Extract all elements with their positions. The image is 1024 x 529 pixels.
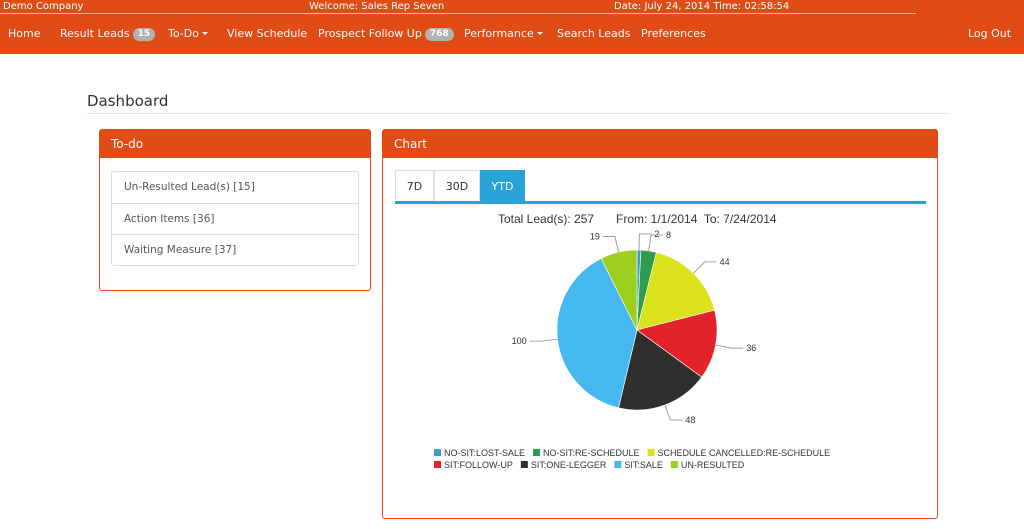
tab-ytd[interactable]: YTD [480, 170, 525, 201]
pie-leader-line [664, 404, 683, 421]
main-nav: Home Result Leads 15 To-Do View Schedule … [0, 15, 1024, 54]
welcome-text: Welcome: Sales Rep Seven [309, 1, 445, 12]
nav-todo[interactable]: To-Do [168, 15, 208, 54]
nav-home[interactable]: Home [8, 15, 40, 54]
nav-home-label: Home [8, 27, 41, 40]
legend-label-un-resulted[interactable]: UN-RESULTED [681, 460, 745, 470]
todo-list: Un-Resulted Lead(s) [15] Action Items [3… [111, 171, 359, 266]
pie-value-label: 8 [666, 230, 671, 240]
result-leads-badge: 15 [132, 28, 156, 41]
company-name: Demo Company [3, 1, 84, 12]
title-divider [87, 113, 949, 114]
pie-value-label: 44 [720, 257, 730, 267]
chevron-down-icon [536, 32, 543, 35]
chevron-down-icon [201, 32, 208, 35]
nav-todo-label: To-Do [168, 27, 199, 40]
pie-value-label: 19 [590, 232, 600, 242]
legend-swatch-sit-sale [614, 461, 622, 468]
logout-label: Log Out [968, 27, 1012, 40]
pie-leader-line [638, 233, 652, 251]
nav-prospect-follow-up[interactable]: Prospect Follow Up 768 [318, 15, 454, 54]
legend-label-sit-sale[interactable]: SIT:SALE [624, 460, 663, 470]
todo-panel: To-do Un-Resulted Lead(s) [15] Action It… [99, 129, 371, 291]
legend-label-no-sit-re-schedule[interactable]: NO-SIT:RE-SCHEDULE [543, 448, 640, 458]
pie-slice-schedule-cancelled-re-schedule[interactable] [636, 252, 715, 331]
legend-swatch-no-sit-lost-sale [434, 449, 441, 456]
nav-search-leads[interactable]: Search Leads [557, 15, 630, 54]
nav-view-schedule-label: View Schedule [227, 27, 308, 40]
chart-panel: Chart 7D 30D YTD Total Lead(s): 257 From… [382, 129, 938, 519]
chart-panel-title: Chart [383, 130, 937, 158]
legend-swatch-un-resulted [670, 461, 678, 468]
pie-value-label: 36 [746, 343, 756, 353]
nav-result-leads-label: Result Leads [60, 27, 130, 40]
pie-value-label: 2 [654, 229, 659, 239]
nav-performance-label: Performance [464, 27, 534, 40]
prospect-follow-up-badge: 768 [424, 28, 454, 41]
pie-value-label: 100 [512, 336, 527, 346]
date-range-text: From: 1/1/2014 To: 7/24/2014 [616, 212, 777, 226]
legend-swatch-schedule-cancelled-re-schedule [647, 449, 655, 456]
pie-slice-un-resulted[interactable] [600, 249, 638, 331]
pie-leader-line [602, 236, 619, 253]
todo-item-unresulted-leads[interactable]: Un-Resulted Lead(s) [15] [124, 181, 255, 193]
todo-item-waiting-measure[interactable]: Waiting Measure [37] [112, 234, 358, 265]
pie-leader-line [715, 344, 744, 349]
legend-swatch-sit-follow-up [434, 461, 441, 468]
pie-leader-line [693, 261, 717, 274]
nav-preferences-label: Preferences [641, 27, 706, 40]
pie-leader-line [648, 234, 664, 251]
nav-preferences[interactable]: Preferences [641, 15, 706, 54]
legend-label-sit-one-legger[interactable]: SIT:ONE-LEGGER [531, 460, 607, 470]
info-bar: Demo Company Welcome: Sales Rep Seven Da… [0, 0, 916, 14]
tab-30d[interactable]: 30D [434, 170, 480, 201]
legend-label-schedule-cancelled-re-schedule[interactable]: SCHEDULE CANCELLED:RE-SCHEDULE [658, 448, 831, 458]
legend-swatch-no-sit-re-schedule [533, 449, 541, 456]
todo-panel-title: To-do [100, 130, 370, 158]
legend-label-sit-follow-up[interactable]: SIT:FOLLOW-UP [444, 460, 513, 470]
nav-result-leads[interactable]: Result Leads 15 [60, 15, 156, 54]
chart-range-tabs: 7D 30D YTD [395, 170, 926, 204]
pie-slice-sit-follow-up[interactable] [636, 309, 718, 378]
logout-link[interactable]: Log Out [968, 15, 1011, 54]
pie-chart: Total Lead(s): 257 From: 1/1/2014 To: 7/… [434, 212, 831, 470]
legend-swatch-sit-one-legger [520, 461, 528, 468]
nav-prospect-follow-up-label: Prospect Follow Up [318, 27, 422, 40]
total-leads-text: Total Lead(s): 257 [498, 212, 594, 226]
page-title: Dashboard [87, 92, 169, 110]
legend-label-no-sit-lost-sale[interactable]: NO-SIT:LOST-SALE [444, 448, 525, 458]
todo-item-action-items[interactable]: Action Items [36] [112, 203, 358, 234]
date-time-text: Date: July 24, 2014 Time: 02:58:54 [614, 1, 790, 12]
pie-value-label: 48 [685, 415, 695, 425]
nav-view-schedule[interactable]: View Schedule [227, 15, 307, 54]
pie-slice-sit-sale[interactable] [556, 258, 638, 409]
pie-slice-sit-one-legger[interactable] [618, 329, 703, 411]
top-bar: Demo Company Welcome: Sales Rep Seven Da… [0, 0, 1024, 54]
pie-leader-line [529, 338, 558, 342]
nav-search-leads-label: Search Leads [557, 27, 631, 40]
tab-7d[interactable]: 7D [395, 170, 434, 201]
nav-performance[interactable]: Performance [464, 15, 543, 54]
